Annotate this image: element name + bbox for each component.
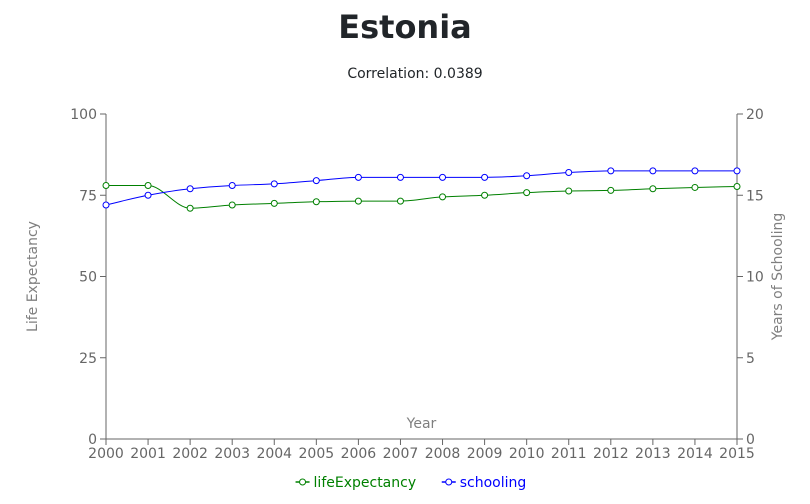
y-axis-right-title: Years of Schooling <box>770 213 786 341</box>
x-tick-label: 2012 <box>593 446 629 462</box>
x-tick-label: 2000 <box>88 446 124 462</box>
data-point-schooling <box>565 169 573 176</box>
axes: 2000 2001 2002 2003 2004 2005 2006 2007 2008 2009… <box>25 107 786 462</box>
data-point-schooling <box>439 173 447 181</box>
data-point-schooling <box>102 201 110 209</box>
data-point-schooling <box>186 185 194 193</box>
x-tick-label: 2004 <box>256 446 292 462</box>
x-axis-title: Year <box>406 416 437 432</box>
y-left-tick-label: 50 <box>79 270 97 286</box>
series-schooling <box>102 167 741 209</box>
data-point-schooling <box>228 182 236 189</box>
x-tick-label: 2014 <box>677 446 713 462</box>
legend-label: lifeExpectancy <box>314 475 417 491</box>
data-point-schooling <box>733 167 741 175</box>
data-point-lifeExpectancy <box>396 197 404 205</box>
legend-item-schooling: schooling <box>441 475 527 491</box>
data-point-schooling <box>396 173 404 181</box>
legend-item-lifeExpectancy: lifeExpectancy <box>295 475 417 491</box>
x-tick-label: 2007 <box>383 446 419 462</box>
data-point-schooling <box>523 172 531 180</box>
data-point-lifeExpectancy <box>733 182 741 190</box>
data-point-lifeExpectancy <box>186 204 194 212</box>
chart-title: Estonia <box>338 8 472 46</box>
y-right-tick-label: 15 <box>746 188 764 204</box>
x-tick-label: 2010 <box>509 446 545 462</box>
data-point-schooling <box>649 167 657 175</box>
series-layer <box>102 167 741 212</box>
x-tick-label: 2008 <box>425 446 461 462</box>
data-point-lifeExpectancy <box>270 199 278 207</box>
x-tick-label: 2011 <box>551 446 587 462</box>
x-tick-label: 2006 <box>341 446 377 462</box>
legend-label: schooling <box>460 475 527 491</box>
data-point-lifeExpectancy <box>691 183 699 191</box>
data-point-lifeExpectancy <box>312 198 320 206</box>
y-right-tick-label: 10 <box>746 270 764 286</box>
x-tick-label: 2002 <box>172 446 208 462</box>
data-point-lifeExpectancy <box>144 182 152 189</box>
y-right-tick-label: 20 <box>746 107 764 123</box>
x-tick-label: 2005 <box>299 446 335 462</box>
legend-marker-icon <box>299 478 307 486</box>
data-point-schooling <box>607 167 615 175</box>
data-point-lifeExpectancy <box>439 193 447 201</box>
x-tick-label: 2015 <box>719 446 755 462</box>
series-lifeExpectancy <box>102 182 741 212</box>
data-point-lifeExpectancy <box>523 189 531 197</box>
y-axis-left-title: Life Expectancy <box>25 221 41 332</box>
x-tick-label: 2009 <box>467 446 503 462</box>
y-left-tick-label: 25 <box>79 351 97 367</box>
data-point-lifeExpectancy <box>354 197 362 205</box>
data-point-schooling <box>354 173 362 181</box>
y-right-tick-label: 0 <box>746 432 755 448</box>
y-left-tick-label: 75 <box>79 188 97 204</box>
y-right-tick-label: 5 <box>746 351 755 367</box>
data-point-schooling <box>691 167 699 175</box>
data-point-lifeExpectancy <box>228 201 236 209</box>
data-point-schooling <box>312 177 320 185</box>
data-point-schooling <box>481 173 489 181</box>
y-left-tick-label: 0 <box>88 432 97 448</box>
data-point-lifeExpectancy <box>607 186 615 194</box>
x-tick-label: 2013 <box>635 446 671 462</box>
x-tick-label: 2001 <box>130 446 166 462</box>
data-point-lifeExpectancy <box>481 191 489 199</box>
series-line-lifeExpectancy <box>105 184 738 209</box>
legend-marker-icon <box>445 478 453 486</box>
y-left-tick-label: 100 <box>70 107 97 123</box>
data-point-lifeExpectancy <box>649 185 657 193</box>
series-line-schooling <box>105 170 737 206</box>
chart-subtitle: Correlation: 0.0389 <box>347 66 483 82</box>
x-tick-label: 2003 <box>214 446 250 462</box>
data-point-schooling <box>144 191 152 199</box>
data-point-lifeExpectancy <box>565 187 573 195</box>
data-point-schooling <box>270 180 278 188</box>
legend: lifeExpectancy schooling <box>295 475 527 491</box>
data-point-lifeExpectancy <box>102 182 110 189</box>
